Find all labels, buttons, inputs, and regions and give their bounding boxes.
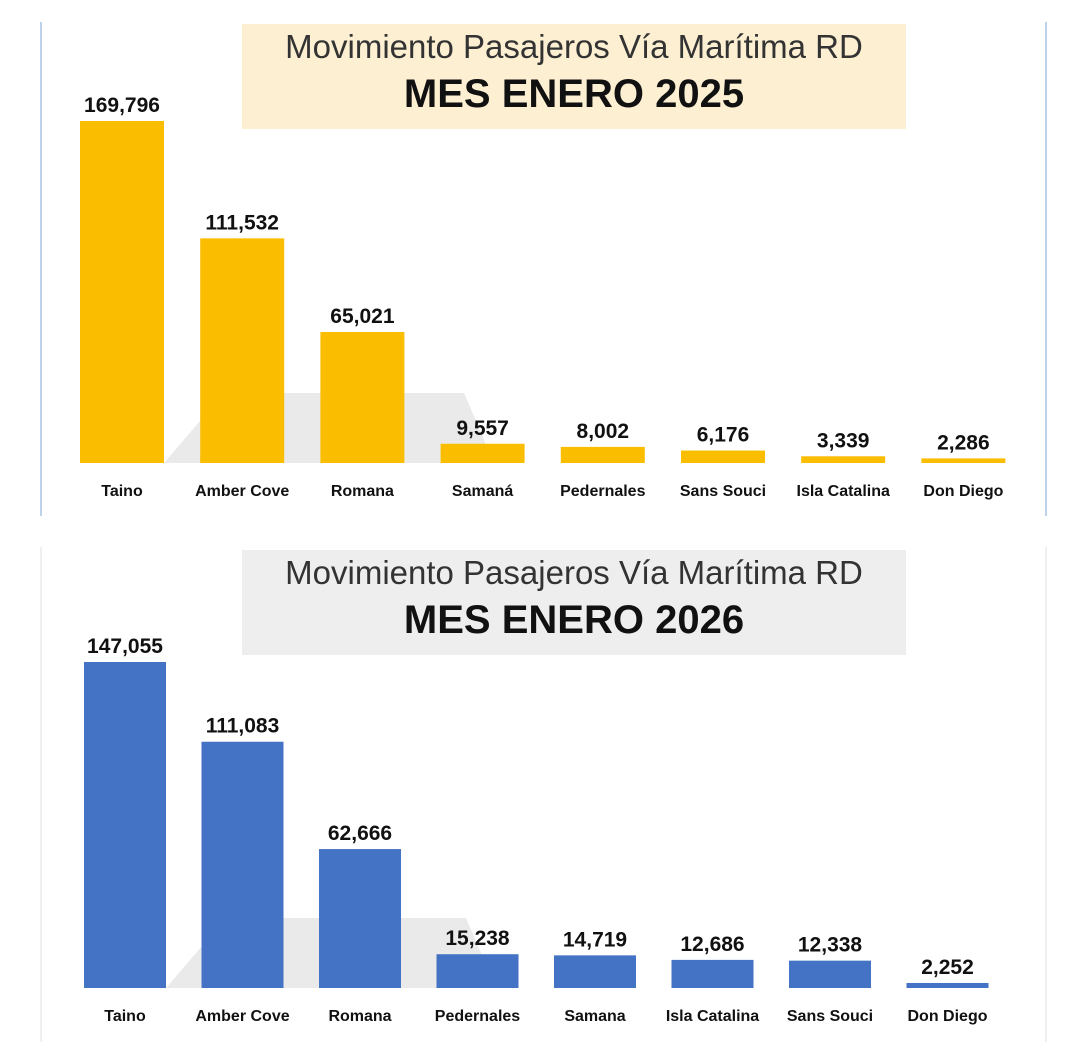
category-label: Isla Catalina — [797, 483, 890, 500]
data-label: 147,055 — [87, 635, 163, 658]
bar-sans-souci — [789, 960, 871, 988]
bar-amber-cove — [200, 238, 285, 463]
category-label: Samana — [564, 1008, 625, 1025]
category-label: Taino — [101, 483, 143, 500]
data-label: 169,796 — [84, 94, 160, 117]
data-label: 62,666 — [328, 822, 392, 845]
data-label: 8,002 — [577, 420, 630, 443]
chart-title-box: Movimiento Pasajeros Vía Marítima RD MES… — [242, 550, 906, 655]
bar-isla-catalina — [801, 456, 886, 463]
category-label: Sans Souci — [787, 1008, 873, 1025]
chart-title: Movimiento Pasajeros Vía Marítima RD — [285, 554, 863, 591]
category-label: Romana — [328, 1008, 391, 1025]
bar-pedernales — [560, 446, 645, 463]
category-label: Taino — [104, 1008, 146, 1025]
data-label: 6,176 — [697, 424, 750, 447]
category-label: Amber Cove — [195, 483, 289, 500]
category-label: Amber Cove — [195, 1008, 289, 1025]
chart-title: Movimiento Pasajeros Vía Marítima RD — [285, 28, 863, 65]
category-label: Pedernales — [560, 483, 645, 500]
category-label: Don Diego — [908, 1008, 988, 1025]
data-label: 111,083 — [206, 715, 280, 738]
bar-samana — [554, 955, 636, 988]
bar-taino — [84, 662, 166, 988]
data-label: 9,557 — [456, 417, 509, 440]
chart-subtitle: MES ENERO 2026 — [403, 598, 745, 642]
bar-chart-2025: 169,796 Taino 111,532 Amber Cove 65,021 Roman… — [80, 94, 1006, 500]
bar-taino — [80, 121, 164, 463]
bar-romana — [320, 332, 405, 463]
chart-panel-2026: Movimiento Pasajeros Vía Marítima RD MES… — [40, 547, 1047, 1042]
data-label: 2,252 — [921, 956, 974, 979]
category-label: Samaná — [452, 483, 513, 500]
data-label: 15,238 — [445, 927, 510, 950]
chart-title-box: Movimiento Pasajeros Vía Marítima RD MES… — [242, 24, 906, 129]
category-label: Sans Souci — [680, 483, 766, 500]
data-label: 12,338 — [798, 934, 863, 957]
category-label: Pedernales — [435, 1008, 520, 1025]
category-label: Don Diego — [923, 483, 1003, 500]
bar-don-diego — [906, 983, 989, 988]
bar-sans-souci — [681, 450, 765, 463]
data-label: 14,719 — [563, 928, 627, 951]
data-label: 2,286 — [937, 431, 990, 454]
category-label: Isla Catalina — [666, 1008, 759, 1025]
chart-panel-2025: Movimiento Pasajeros Vía Marítima RD MES… — [40, 22, 1047, 516]
bar-chart-2026: 147,055 Taino 111,083 Amber Cove 62,666 Roman… — [84, 635, 989, 1025]
bar-don-diego — [921, 458, 1006, 463]
bar-samaná — [440, 443, 525, 463]
data-label: 65,021 — [330, 305, 395, 328]
bar-isla-catalina — [671, 959, 754, 988]
bar-amber-cove — [201, 741, 284, 988]
data-label: 3,339 — [817, 429, 870, 452]
data-label: 111,532 — [205, 211, 279, 234]
chart-subtitle: MES ENERO 2025 — [403, 72, 745, 116]
bar-pedernales — [436, 954, 519, 988]
category-label: Romana — [331, 483, 394, 500]
data-label: 12,686 — [680, 933, 744, 956]
bar-romana — [319, 849, 401, 988]
